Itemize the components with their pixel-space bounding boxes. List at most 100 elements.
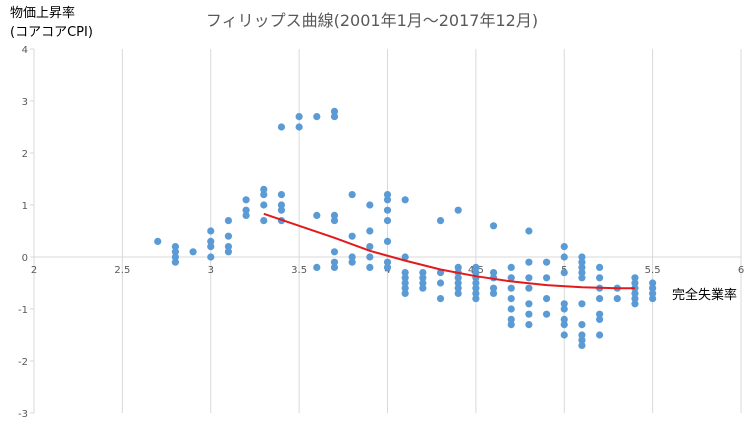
- data-point: [649, 279, 657, 287]
- data-point: [171, 248, 179, 256]
- data-point: [631, 295, 639, 303]
- data-point: [171, 243, 179, 251]
- data-point: [295, 113, 303, 121]
- data-point: [436, 217, 445, 225]
- data-point: [454, 274, 462, 282]
- data-point: [436, 279, 445, 287]
- data-point: [401, 284, 409, 292]
- data-point: [383, 191, 392, 199]
- data-point: [578, 253, 586, 261]
- data-point: [472, 269, 480, 277]
- x-tick-label: 2.5: [114, 265, 130, 276]
- data-point: [489, 269, 498, 277]
- data-point: [277, 201, 286, 209]
- data-point: [383, 258, 392, 266]
- data-point: [649, 284, 657, 292]
- data-point: [525, 284, 533, 292]
- data-point: [383, 196, 392, 204]
- data-point: [313, 211, 321, 219]
- data-point: [348, 258, 356, 266]
- data-point: [560, 300, 568, 308]
- data-point: [419, 284, 427, 292]
- x-tick-label: 3.5: [291, 265, 307, 276]
- data-point: [260, 201, 268, 209]
- data-point: [454, 284, 462, 292]
- data-point: [330, 217, 339, 225]
- data-point: [542, 258, 551, 266]
- data-point: [454, 263, 462, 271]
- data-point: [472, 279, 480, 287]
- data-point: [560, 253, 568, 261]
- data-point: [207, 243, 215, 251]
- data-point: [277, 206, 286, 214]
- x-tick-label: 6: [738, 265, 744, 276]
- data-point: [366, 243, 374, 251]
- y-tick-label: 0: [22, 253, 28, 264]
- data-point: [366, 253, 374, 261]
- data-point: [419, 274, 427, 282]
- data-point: [649, 289, 657, 297]
- data-point: [596, 315, 604, 323]
- data-point: [578, 341, 586, 349]
- data-point: [401, 196, 409, 204]
- data-point: [436, 295, 445, 303]
- data-point: [525, 310, 533, 318]
- data-point: [454, 206, 462, 214]
- data-point: [366, 227, 374, 235]
- data-point: [578, 300, 586, 308]
- y-tick-label: 4: [22, 45, 28, 56]
- data-point: [542, 295, 551, 303]
- data-point: [613, 295, 621, 303]
- data-point: [401, 289, 409, 297]
- data-point: [560, 269, 568, 277]
- data-point: [507, 315, 515, 323]
- data-point: [383, 217, 392, 225]
- data-point: [542, 274, 551, 282]
- data-point: [207, 237, 215, 245]
- data-point: [578, 269, 586, 277]
- scatter-series: [154, 107, 657, 349]
- data-point: [313, 113, 321, 121]
- data-point: [366, 201, 374, 209]
- data-point: [578, 263, 586, 271]
- data-point: [330, 107, 339, 115]
- vertical-gridlines: [121, 49, 742, 413]
- data-point: [207, 227, 215, 235]
- data-point: [507, 295, 515, 303]
- y-tick-label: -1: [18, 305, 28, 316]
- x-axis-title: 完全失業率: [672, 287, 737, 303]
- data-point: [154, 237, 162, 245]
- data-point: [401, 279, 409, 287]
- data-point: [560, 305, 568, 313]
- data-point: [295, 123, 303, 131]
- data-point: [242, 196, 250, 204]
- trendline-series: [263, 212, 635, 290]
- data-point: [419, 279, 427, 287]
- data-point: [207, 253, 215, 261]
- data-point: [366, 263, 374, 271]
- data-point: [525, 274, 533, 282]
- data-point: [171, 253, 179, 261]
- data-point: [578, 274, 586, 282]
- data-point: [542, 310, 551, 318]
- trendline: [263, 212, 635, 290]
- data-point: [507, 321, 515, 329]
- data-point: [489, 222, 498, 230]
- data-point: [507, 305, 515, 313]
- data-point: [330, 211, 339, 219]
- data-point: [507, 284, 515, 292]
- data-point: [454, 289, 462, 297]
- data-point: [472, 289, 480, 297]
- data-point: [596, 263, 604, 271]
- data-point: [401, 274, 409, 282]
- data-point: [383, 263, 392, 271]
- chart-title: フィリップス曲線(2001年1月～2017年12月): [206, 11, 538, 30]
- data-point: [560, 243, 568, 251]
- data-point: [330, 113, 339, 121]
- data-point: [560, 315, 568, 323]
- data-point: [383, 237, 392, 245]
- data-point: [596, 310, 604, 318]
- data-point: [454, 279, 462, 287]
- data-point: [649, 295, 657, 303]
